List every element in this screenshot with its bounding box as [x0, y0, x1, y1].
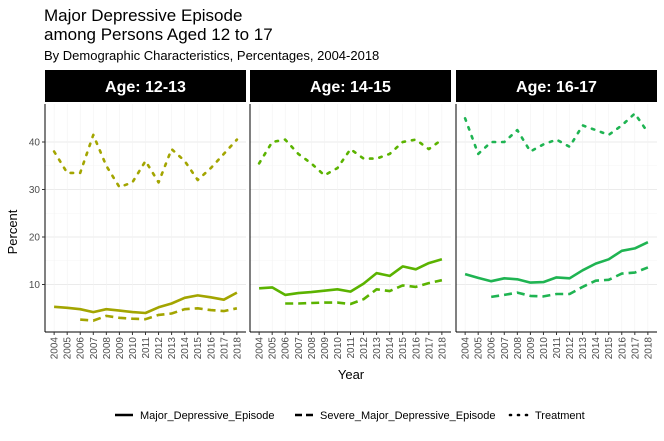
- x-axis-title: Year: [338, 367, 365, 382]
- legend: Major_Depressive_Episode Severe_Major_Dep…: [115, 410, 585, 422]
- x-tick-label: 2009: [115, 337, 126, 360]
- x-tick-label: 2018: [437, 337, 448, 360]
- x-tick-label: 2016: [206, 337, 217, 360]
- x-tick-label: 2010: [128, 337, 139, 360]
- x-tick-label: 2017: [424, 337, 435, 360]
- x-tick-label: 2005: [474, 337, 485, 360]
- x-tick-label: 2008: [307, 337, 318, 360]
- x-tick-label: 2012: [565, 337, 576, 360]
- x-tick-label: 2004: [255, 337, 266, 360]
- x-tick-label: 2015: [604, 337, 615, 360]
- y-tick-label: 20: [29, 233, 41, 244]
- facet-strip: [45, 70, 246, 102]
- x-tick-label: 2014: [180, 337, 191, 360]
- y-tick-label: 10: [29, 280, 41, 291]
- y-tick-label: 30: [29, 185, 41, 196]
- facet-strip: [250, 70, 451, 102]
- x-tick-label: 2005: [268, 337, 279, 360]
- series-line-treatment: [463, 112, 650, 156]
- x-tick-label: 2017: [219, 337, 230, 360]
- facet-strip-label: Age: 16-17: [516, 79, 597, 96]
- x-tick-label: 2007: [500, 337, 511, 360]
- x-tick-label: 2018: [643, 337, 654, 360]
- x-tick-label: 2011: [346, 337, 357, 359]
- x-tick-label: 2013: [167, 337, 178, 360]
- x-tick-label: 2007: [89, 337, 100, 360]
- series-line-treatment: [257, 138, 444, 177]
- chart-title-line2: among Persons Aged 12 to 17: [44, 25, 273, 44]
- chart-title-line1: Major Depressive Episode: [44, 6, 242, 25]
- x-tick-label: 2010: [539, 337, 550, 360]
- y-tick-label: 40: [29, 138, 41, 149]
- x-tick-label: 2008: [513, 337, 524, 360]
- x-tick-label: 2005: [63, 337, 74, 360]
- x-tick-label: 2011: [552, 337, 563, 359]
- x-tick-label: 2004: [50, 337, 61, 360]
- x-tick-label: 2008: [102, 337, 113, 360]
- x-tick-label: 2013: [578, 337, 589, 360]
- x-tick-label: 2016: [617, 337, 628, 360]
- x-tick-label: 2017: [630, 337, 641, 360]
- x-tick-label: 2012: [154, 337, 165, 360]
- x-tick-label: 2006: [487, 337, 498, 360]
- x-tick-label: 2015: [193, 337, 204, 360]
- x-tick-label: 2011: [141, 337, 152, 359]
- series-line-severe-major-depressive-episode: [285, 278, 443, 306]
- series-line-severe-major-depressive-episode: [80, 307, 238, 322]
- x-tick-label: 2009: [526, 337, 537, 360]
- x-tick-label: 2012: [359, 337, 370, 360]
- legend-label: Severe_Major_Depressive_Episode: [320, 410, 495, 422]
- facet-strip-label: Age: 14-15: [310, 79, 391, 96]
- chart-subtitle: By Demographic Characteristics, Percenta…: [44, 48, 379, 63]
- series-line-severe-major-depressive-episode: [491, 266, 649, 299]
- y-axis-title: Percent: [5, 209, 20, 254]
- x-tick-label: 2014: [591, 337, 602, 360]
- x-tick-label: 2018: [232, 337, 243, 360]
- facet-strip: [456, 70, 657, 102]
- x-tick-label: 2004: [461, 337, 472, 360]
- x-tick-label: 2009: [320, 337, 331, 360]
- x-tick-label: 2007: [294, 337, 305, 360]
- x-tick-label: 2006: [76, 337, 87, 360]
- legend-label: Treatment: [535, 410, 585, 422]
- series-line-major-depressive-episode: [464, 241, 649, 284]
- series-line-major-depressive-episode: [54, 291, 238, 315]
- x-tick-label: 2014: [385, 337, 396, 360]
- x-tick-label: 2010: [333, 337, 344, 360]
- x-tick-label: 2013: [372, 337, 383, 360]
- legend-label: Major_Depressive_Episode: [140, 410, 275, 422]
- series-line-major-depressive-episode: [259, 258, 443, 297]
- x-tick-label: 2006: [281, 337, 292, 360]
- x-tick-label: 2016: [411, 337, 422, 360]
- x-tick-label: 2015: [398, 337, 409, 360]
- facet-strip-label: Age: 12-13: [105, 79, 186, 96]
